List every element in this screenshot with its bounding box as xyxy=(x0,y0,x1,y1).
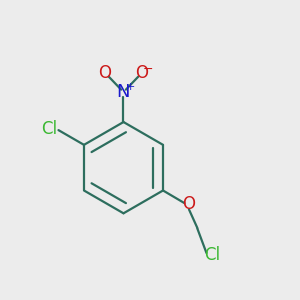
Text: −: − xyxy=(142,62,153,76)
Text: Cl: Cl xyxy=(41,120,57,138)
Text: +: + xyxy=(125,82,135,92)
Text: O: O xyxy=(135,64,148,82)
Text: O: O xyxy=(182,195,195,213)
Text: Cl: Cl xyxy=(204,246,220,264)
Text: N: N xyxy=(117,83,130,101)
Text: O: O xyxy=(98,64,111,82)
